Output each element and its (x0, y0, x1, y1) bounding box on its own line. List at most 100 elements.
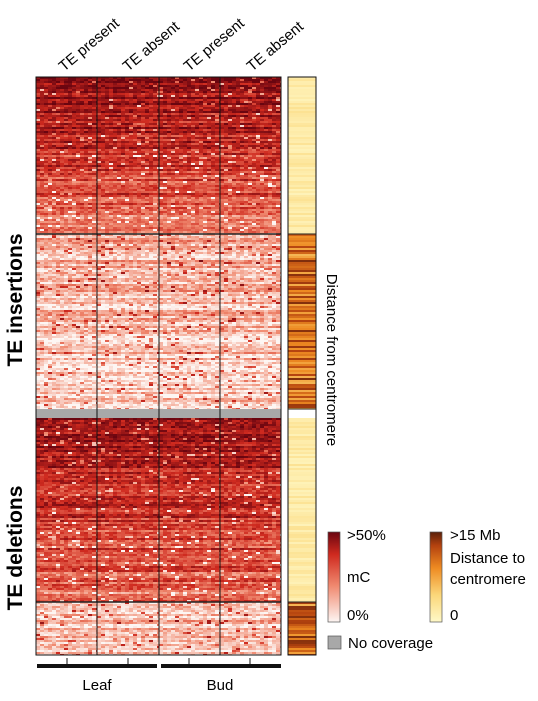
heatmap-cell (167, 143, 171, 145)
heatmap-cell (256, 97, 260, 99)
heatmap-cell (236, 93, 240, 95)
heatmap-cell (80, 177, 84, 179)
heatmap-cell (248, 185, 252, 187)
heatmap-cell (105, 203, 109, 205)
heatmap-cell (105, 127, 109, 129)
heatmap-cell (141, 137, 145, 139)
heatmap-cell (60, 133, 64, 135)
heatmap-cell (88, 95, 92, 97)
heatmap-cell (56, 151, 60, 153)
heatmap-cell (133, 91, 137, 93)
heatmap-cell (48, 159, 52, 161)
heatmap-cell (232, 115, 236, 117)
heatmap-cell (153, 151, 157, 153)
heatmap-cell (256, 105, 260, 107)
heatmap-cell (175, 119, 179, 121)
heatmap-cell (187, 211, 191, 213)
heatmap-cell (84, 203, 88, 205)
heatmap-cell (256, 189, 260, 191)
heatmap-cell (244, 171, 248, 173)
heatmap-cell (191, 147, 195, 149)
heatmap-cell (80, 153, 84, 155)
heatmap-cell (248, 195, 252, 197)
heatmap-cell (244, 145, 248, 147)
heatmap-cell (163, 159, 167, 161)
heatmap-cell (179, 189, 183, 191)
heatmap-cell (244, 153, 248, 155)
heatmap-cell (145, 213, 149, 215)
heatmap-cell (105, 185, 109, 187)
heatmap-cell (232, 161, 236, 163)
heatmap-cell (76, 205, 80, 207)
heatmap-cell (276, 139, 280, 141)
heatmap-cell (203, 217, 207, 219)
heatmap-cell (159, 79, 163, 81)
heatmap-cell (125, 165, 129, 167)
heatmap-cell (84, 207, 88, 209)
heatmap-cell (260, 83, 264, 85)
heatmap-cell (60, 125, 64, 127)
heatmap-cell (36, 179, 40, 181)
heatmap-cell (171, 95, 175, 97)
heatmap-cell (175, 129, 179, 131)
heatmap-cell (179, 205, 183, 207)
heatmap-cell (268, 225, 272, 227)
heatmap-cell (207, 197, 211, 199)
heatmap-cell (121, 169, 125, 171)
heatmap-cell (163, 141, 167, 143)
heatmap-cell (129, 111, 133, 113)
heatmap-cell (179, 117, 183, 119)
heatmap-cell (117, 149, 121, 151)
heatmap-cell (145, 165, 149, 167)
heatmap-cell (153, 111, 157, 113)
heatmap-cell (256, 123, 260, 125)
heatmap-cell (52, 81, 56, 83)
heatmap-cell (149, 179, 153, 181)
heatmap-cell (187, 213, 191, 215)
heatmap-cell (268, 219, 272, 221)
heatmap-cell (72, 119, 76, 121)
heatmap-cell (159, 105, 163, 107)
heatmap-cell (171, 181, 175, 183)
heatmap-cell (117, 159, 121, 161)
heatmap-cell (195, 189, 199, 191)
heatmap-cell (157, 89, 159, 91)
heatmap-cell (153, 97, 157, 99)
heatmap-cell (199, 221, 203, 223)
heatmap-cell (80, 225, 84, 227)
heatmap-cell (76, 219, 80, 221)
heatmap-cell (207, 171, 211, 173)
heatmap-cell (211, 213, 215, 215)
heatmap-cell (129, 205, 133, 207)
heatmap-cell (36, 161, 40, 163)
heatmap-cell (199, 219, 203, 221)
heatmap-cell (60, 189, 64, 191)
heatmap-cell (215, 187, 219, 189)
heatmap-cell (101, 153, 105, 155)
heatmap-cell (191, 95, 195, 97)
heatmap-cell (203, 109, 207, 111)
heatmap-cell (80, 111, 84, 113)
heatmap-cell (203, 85, 207, 87)
heatmap-cell (191, 173, 195, 175)
heatmap-cell (236, 177, 240, 179)
heatmap-cell (260, 133, 264, 135)
heatmap-cell (163, 185, 167, 187)
heatmap-cell (179, 155, 183, 157)
heatmap-cell (248, 159, 252, 161)
heatmap-cell (264, 113, 268, 115)
heatmap-cell (179, 141, 183, 143)
heatmap-cell (256, 201, 260, 203)
heatmap-cell (272, 159, 276, 161)
heatmap-cell (248, 203, 252, 205)
heatmap-cell (76, 167, 80, 169)
heatmap-cell (175, 215, 179, 217)
heatmap-cell (167, 99, 171, 101)
heatmap-cell (60, 95, 64, 97)
heatmap-cell (105, 129, 109, 131)
heatmap-cell (215, 83, 219, 85)
heatmap-cell (125, 157, 129, 159)
heatmap-cell (159, 183, 163, 185)
heatmap-cell (109, 109, 113, 111)
heatmap-cell (141, 221, 145, 223)
